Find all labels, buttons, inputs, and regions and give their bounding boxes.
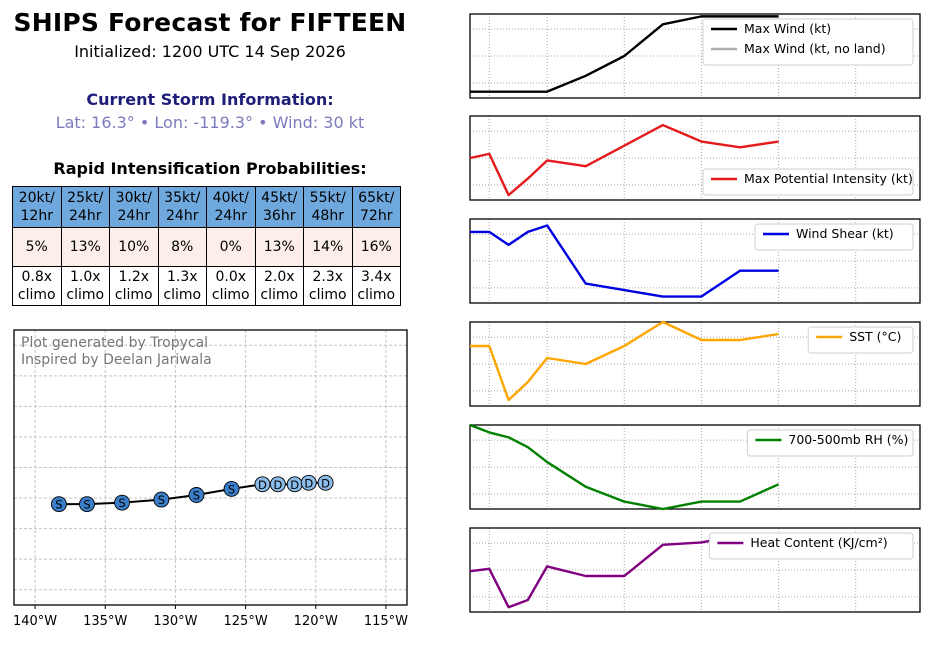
track-point-label: D — [258, 478, 267, 492]
map-x-tick-label: 125°W — [224, 614, 268, 629]
map-x-tick-label: 130°W — [153, 614, 197, 629]
series-line — [470, 320, 779, 402]
ri-prob-row: 5% 13% 10% 8% 0% 13% 14% 16% — [12, 227, 401, 267]
track-point-label: D — [290, 478, 299, 492]
ri-climo-cell: 1.0x climo — [60, 266, 110, 306]
ri-prob-cell: 16% — [351, 227, 401, 267]
ri-prob-cell: 10% — [109, 227, 159, 267]
panel-frame — [469, 424, 921, 510]
legend-label: 700-500mb RH (%) — [788, 432, 908, 447]
series-line — [469, 423, 780, 511]
ri-prob-cell: 13% — [60, 227, 110, 267]
panel-legend — [702, 168, 914, 196]
ri-climo-row: 0.8x climo 1.0x climo 1.2x climo 1.3x climo … — [12, 266, 401, 306]
ri-climo-cell: 3.4x climo — [351, 266, 401, 306]
map-credit: Plot generated by Tropycal — [21, 335, 208, 351]
map-credit: Inspired by Deelan Jariwala — [21, 352, 212, 368]
track-point — [188, 487, 205, 503]
track-point-label: S — [118, 496, 125, 510]
ri-col-header: 40kt/24hr — [206, 186, 256, 228]
track-point — [300, 474, 317, 491]
init-time: Initialized: 1200 UTC 14 Sep 2026 — [74, 42, 346, 61]
legend-label: Wind Shear (kt) — [796, 226, 894, 241]
legend-label: Max Wind (kt, no land) — [744, 41, 886, 56]
track-point — [223, 480, 240, 497]
track-point — [317, 474, 334, 491]
ri-heading: Rapid Intensification Probabilities: — [53, 159, 367, 178]
map-frame — [13, 329, 408, 606]
ri-climo-cell: 1.3x climo — [157, 266, 207, 306]
ri-climo-cell: 2.3x climo — [303, 266, 353, 306]
ri-climo-cell: 2.0x climo — [254, 266, 304, 306]
track-point-label: S — [228, 482, 235, 496]
track-point — [269, 476, 286, 493]
track-point-label: D — [321, 476, 330, 490]
track-point — [50, 496, 67, 513]
panel-frame — [469, 218, 921, 304]
ri-col-header: 35kt/24hr — [157, 186, 207, 228]
map-x-tick-label: 120°W — [294, 614, 338, 629]
panel-legend — [807, 326, 914, 354]
ri-climo-cell: 1.2x climo — [109, 266, 159, 306]
legend-label: Max Potential Intensity (kt) — [744, 171, 913, 186]
ri-col-header: 65kt/72hr — [351, 186, 401, 228]
ri-col-header: 30kt/24hr — [109, 186, 159, 228]
series-line — [469, 123, 779, 197]
ri-col-header: 25kt/24hr — [60, 186, 110, 228]
panel-legend — [702, 18, 914, 66]
ri-climo-cell: 0.8x climo — [12, 266, 62, 306]
track-point-label: D — [273, 478, 282, 492]
panel-frame — [469, 13, 921, 99]
storm-info-details: Lat: 16.3° • Lon: -119.3° • Wind: 30 kt — [55, 113, 365, 132]
track-point — [114, 494, 131, 511]
series-line — [470, 15, 779, 93]
legend-label: Heat Content (KJ/cm²) — [750, 535, 887, 550]
ri-prob-cell: 0% — [206, 227, 256, 267]
panel-legend — [708, 532, 914, 560]
track-point-label: S — [193, 489, 200, 503]
panel-frame — [469, 321, 921, 407]
map-x-tick-label: 115°W — [364, 614, 408, 629]
series-line — [470, 224, 779, 298]
track-point-label: S — [55, 498, 62, 512]
ri-table: 20kt/12hr 25kt/24hr 30kt/24hr 35kt/24hr … — [12, 186, 401, 306]
map-x-tick-label: 135°W — [83, 614, 127, 629]
storm-info-heading: Current Storm Information: — [86, 90, 334, 109]
page-title: SHIPS Forecast for FIFTEEN — [13, 8, 407, 37]
track-point — [79, 496, 95, 513]
panel-legend — [754, 223, 914, 251]
panel-legend — [746, 429, 914, 457]
track-point — [153, 491, 170, 508]
ri-col-header: 55kt/48hr — [303, 186, 353, 228]
ri-header-row: 20kt/12hr 25kt/24hr 30kt/24hr 35kt/24hr … — [12, 186, 401, 228]
ri-prob-cell: 8% — [157, 227, 207, 267]
track-point-label: D — [304, 476, 313, 490]
legend-label: SST (°C) — [849, 329, 901, 344]
track-point-label: S — [83, 498, 90, 512]
map-x-tick-label: 140°W — [13, 614, 57, 629]
track-point-label: S — [158, 493, 165, 507]
legend-label: Max Wind (kt) — [744, 21, 831, 36]
ri-col-header: 45kt/36hr — [254, 186, 304, 228]
ri-prob-cell: 5% — [12, 227, 62, 267]
